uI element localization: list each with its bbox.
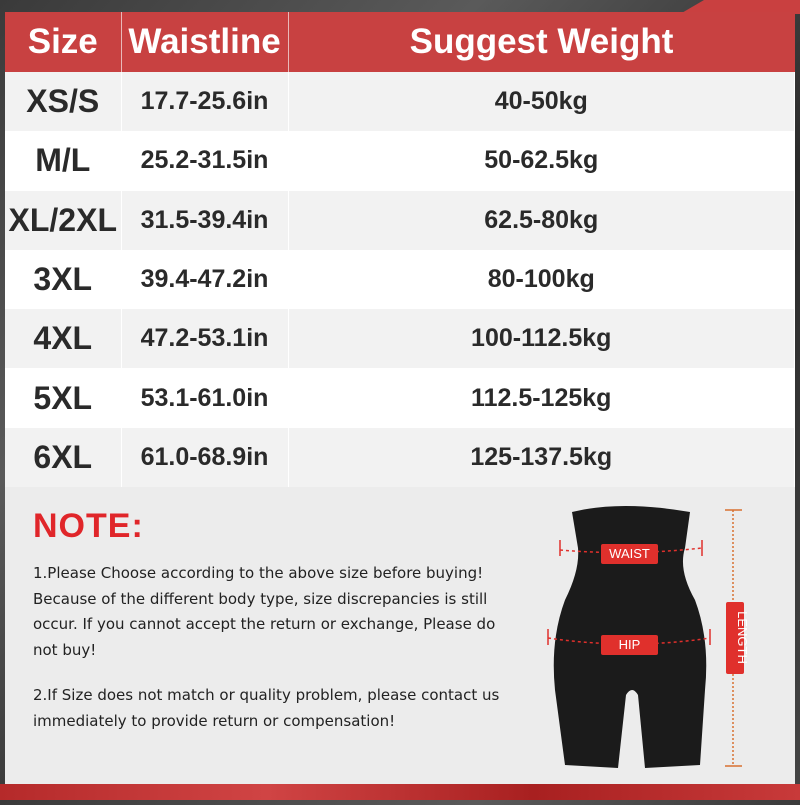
cell-weight: 80-100kg — [288, 249, 795, 310]
cell-weight: 112.5-125kg — [288, 368, 795, 428]
cell-size: M/L — [5, 131, 122, 191]
note-title: NOTE: — [33, 507, 144, 545]
table-row: 3XL 39.4-47.2in 80-100kg — [5, 249, 795, 310]
length-label: LENGTH — [726, 602, 750, 674]
table-row: XS/S 17.7-25.6in 40-50kg — [5, 72, 795, 132]
cell-waist: 61.0-68.9in — [121, 427, 289, 488]
header-waistline: Waistline — [121, 12, 289, 72]
cell-weight: 100-112.5kg — [288, 309, 795, 369]
bottom-red-band — [0, 784, 800, 800]
hip-label: HIP — [601, 635, 658, 655]
cell-weight: 125-137.5kg — [288, 427, 795, 488]
cell-size: XL/2XL — [5, 190, 122, 250]
waist-label: WAIST — [601, 544, 658, 564]
shapewear-shorts-image — [547, 506, 742, 768]
cell-size: 4XL — [5, 309, 122, 369]
table-row: 4XL 47.2-53.1in 100-112.5kg — [5, 309, 795, 369]
table-row: 5XL 53.1-61.0in 112.5-125kg — [5, 368, 795, 428]
cell-waist: 17.7-25.6in — [121, 72, 289, 132]
shapewear-measurement-figure: WAIST HIP LENGTH — [520, 490, 800, 800]
cell-waist: 25.2-31.5in — [121, 131, 289, 191]
note-paragraph-2: 2.If Size does not match or quality prob… — [33, 686, 500, 730]
cell-size: XS/S — [5, 72, 122, 132]
background-red-accent — [680, 0, 800, 14]
cell-size: 5XL — [5, 368, 122, 428]
table-row: XL/2XL 31.5-39.4in 62.5-80kg — [5, 190, 795, 250]
cell-weight: 62.5-80kg — [288, 190, 795, 250]
cell-waist: 53.1-61.0in — [121, 368, 289, 428]
cell-waist: 47.2-53.1in — [121, 309, 289, 369]
table-row: M/L 25.2-31.5in 50-62.5kg — [5, 131, 795, 191]
cell-weight: 40-50kg — [288, 72, 795, 132]
size-chart-table: Size Waistline Suggest Weight XS/S 17.7-2… — [5, 12, 795, 488]
cell-size: 3XL — [5, 249, 122, 310]
cell-weight: 50-62.5kg — [288, 131, 795, 191]
header-size: Size — [5, 12, 122, 72]
table-row: 6XL 61.0-68.9in 125-137.5kg — [5, 427, 795, 488]
note-paragraph-1: 1.Please Choose according to the above s… — [33, 564, 496, 659]
cell-size: 6XL — [5, 427, 122, 488]
cell-waist: 31.5-39.4in — [121, 190, 289, 250]
cell-waist: 39.4-47.2in — [121, 249, 289, 310]
header-suggest-weight: Suggest Weight — [288, 12, 795, 72]
